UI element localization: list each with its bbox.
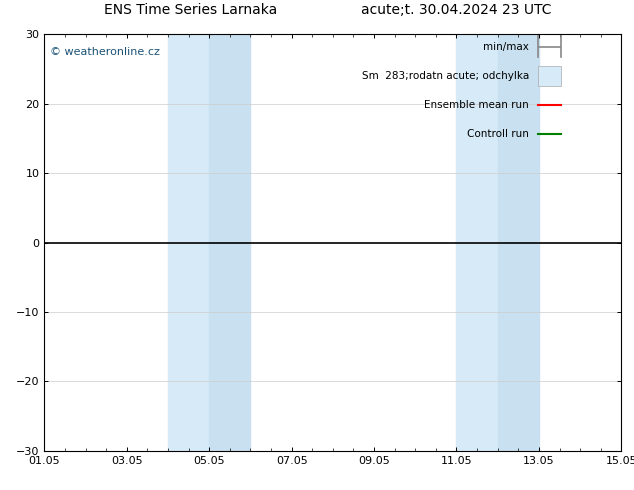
Bar	[168, 34, 209, 451]
Text: min/max: min/max	[483, 42, 529, 52]
Text: Ensemble mean run: Ensemble mean run	[424, 100, 529, 110]
Text: Controll run: Controll run	[467, 129, 529, 139]
Bar	[209, 34, 250, 451]
Text: Sm  283;rodatn acute; odchylka: Sm 283;rodatn acute; odchylka	[362, 71, 529, 81]
Bar	[456, 34, 498, 451]
Bar	[538, 66, 560, 86]
Text: ENS Time Series Larnaka: ENS Time Series Larnaka	[103, 3, 277, 17]
Bar	[498, 34, 539, 451]
Text: © weatheronline.cz: © weatheronline.cz	[50, 47, 160, 57]
Text: acute;t. 30.04.2024 23 UTC: acute;t. 30.04.2024 23 UTC	[361, 3, 552, 17]
